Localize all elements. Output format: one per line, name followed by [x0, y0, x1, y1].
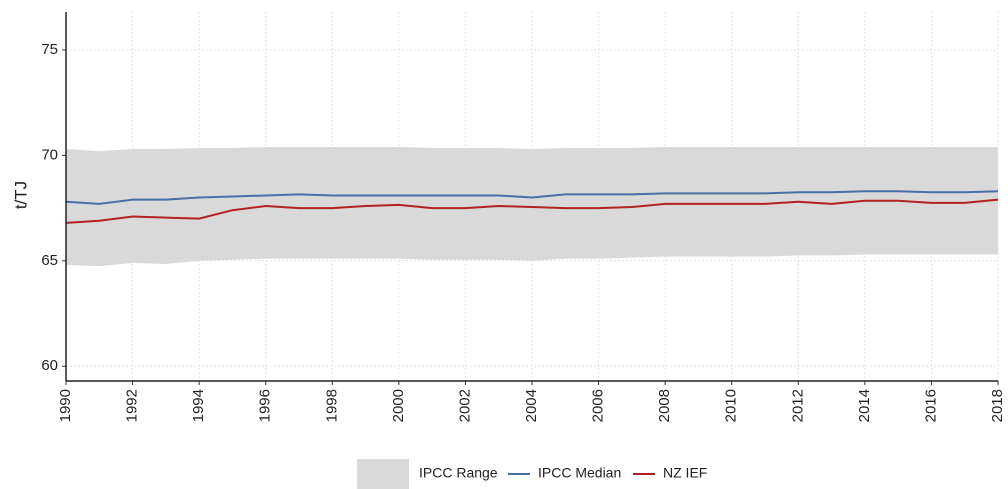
x-tick-label: 2014 [856, 389, 873, 422]
y-axis-label: t/TJ [11, 181, 30, 209]
line [65, 190, 999, 205]
x-tick-label: 2016 [922, 389, 939, 422]
x-tick-label: 2006 [590, 389, 607, 422]
x-tick-label: 2008 [656, 389, 673, 422]
legend-label: IPCC Median [538, 465, 621, 481]
y-tick-label: 70 [41, 146, 58, 163]
y-tick-label: 75 [41, 41, 58, 58]
x-tick-label: 2004 [523, 389, 540, 422]
legend-label: IPCC Range [419, 465, 498, 481]
legend-swatch [357, 459, 409, 489]
x-tick-label: 1990 [57, 389, 74, 422]
x-tick-label: 2002 [456, 389, 473, 422]
y-tick-label: 60 [41, 357, 58, 374]
x-tick-label: 1996 [257, 389, 274, 422]
x-tick-label: 1998 [323, 389, 340, 422]
x-tick-label: 2018 [989, 389, 1006, 422]
x-tick-label: 2010 [723, 389, 740, 422]
x-tick-label: 1992 [124, 389, 141, 422]
legend-label: NZ IEF [663, 465, 707, 481]
x-tick-label: 2000 [390, 389, 407, 422]
line [65, 198, 999, 224]
x-tick-label: 2012 [789, 389, 806, 422]
y-tick-label: 65 [41, 252, 58, 269]
x-tick-label: 1994 [190, 389, 207, 422]
